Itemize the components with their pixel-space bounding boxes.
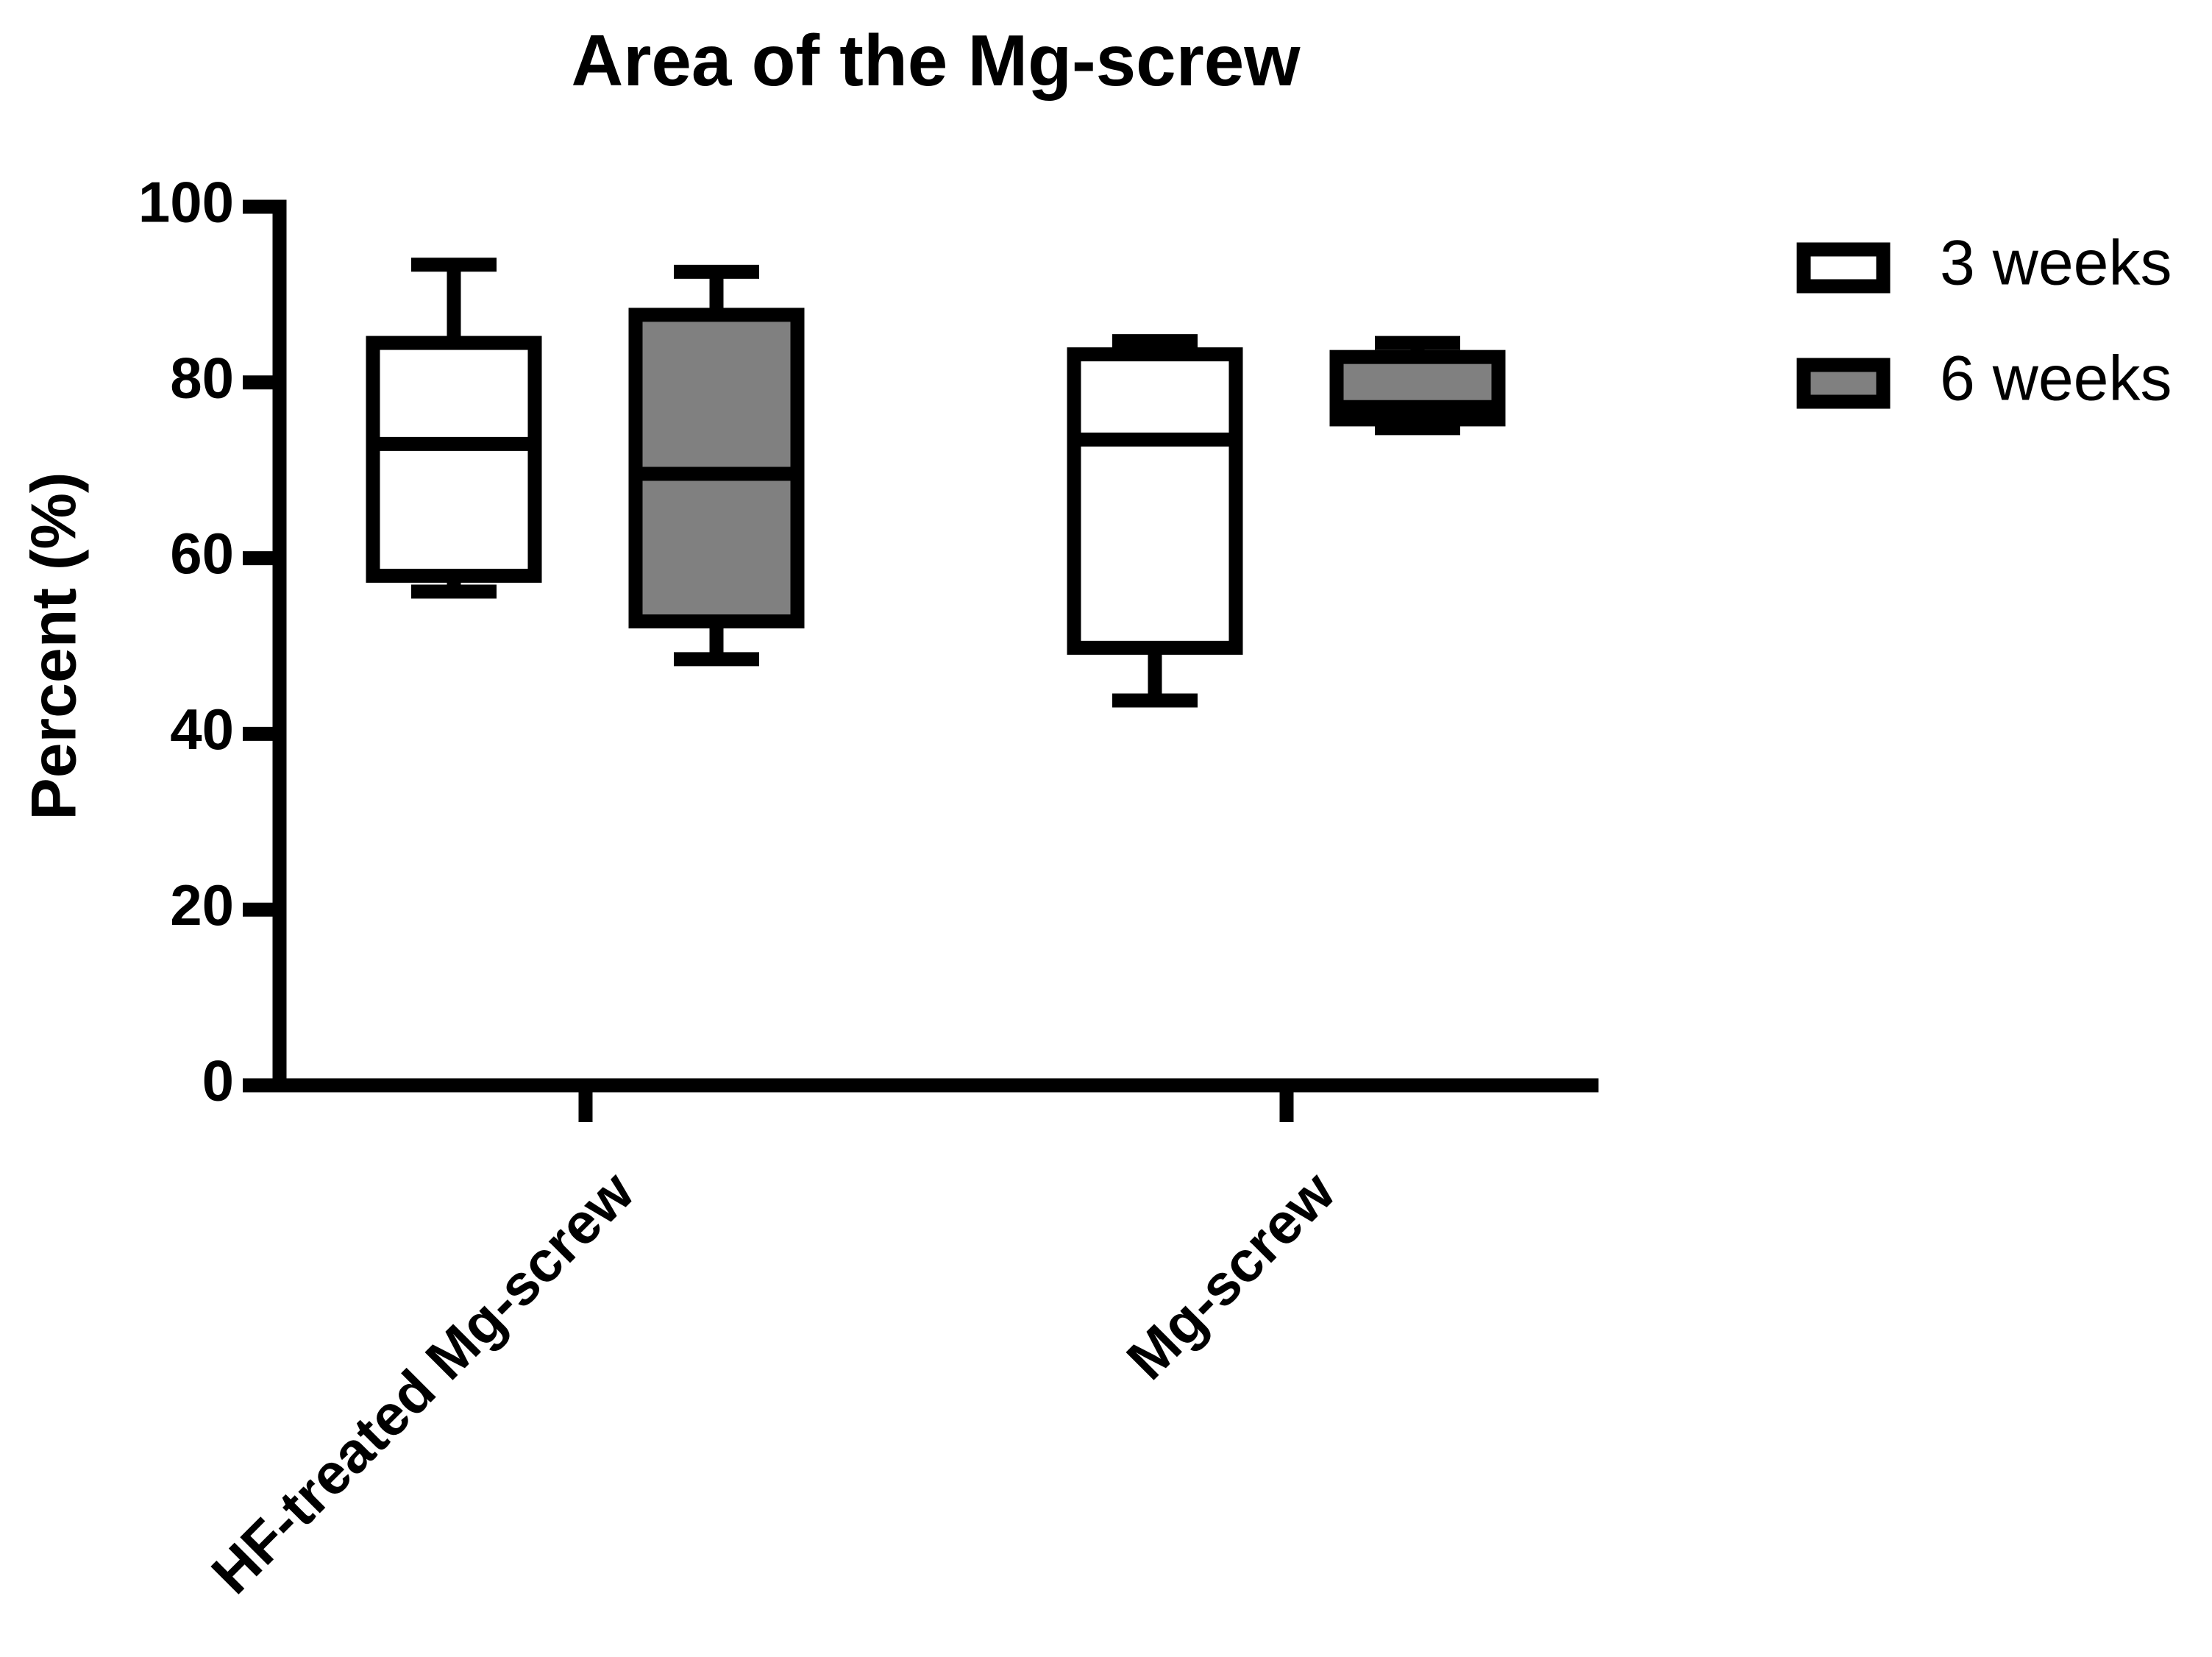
y-tick-label: 100 <box>138 170 234 235</box>
x-tick-label: HF-treated Mg-screw <box>199 1159 646 1606</box>
y-tick-label: 60 <box>170 521 234 586</box>
legend-label: 3 weeks <box>1940 228 2172 299</box>
legend-label: 6 weeks <box>1940 344 2172 414</box>
y-axis-label: Percent (%) <box>19 472 90 820</box>
box <box>366 336 542 583</box>
y-tick-label: 20 <box>170 873 234 937</box>
x-tick-label: Mg-screw <box>1114 1159 1348 1392</box>
y-tick-label: 80 <box>170 345 234 410</box>
legend-swatch <box>1796 242 1891 294</box>
legend-swatch <box>1796 358 1891 409</box>
box <box>1067 347 1243 655</box>
box <box>1329 350 1506 427</box>
y-tick-label: 40 <box>170 697 234 762</box>
chart-title: Area of the Mg-screw <box>571 20 1301 101</box>
y-tick-label: 0 <box>202 1049 234 1113</box>
